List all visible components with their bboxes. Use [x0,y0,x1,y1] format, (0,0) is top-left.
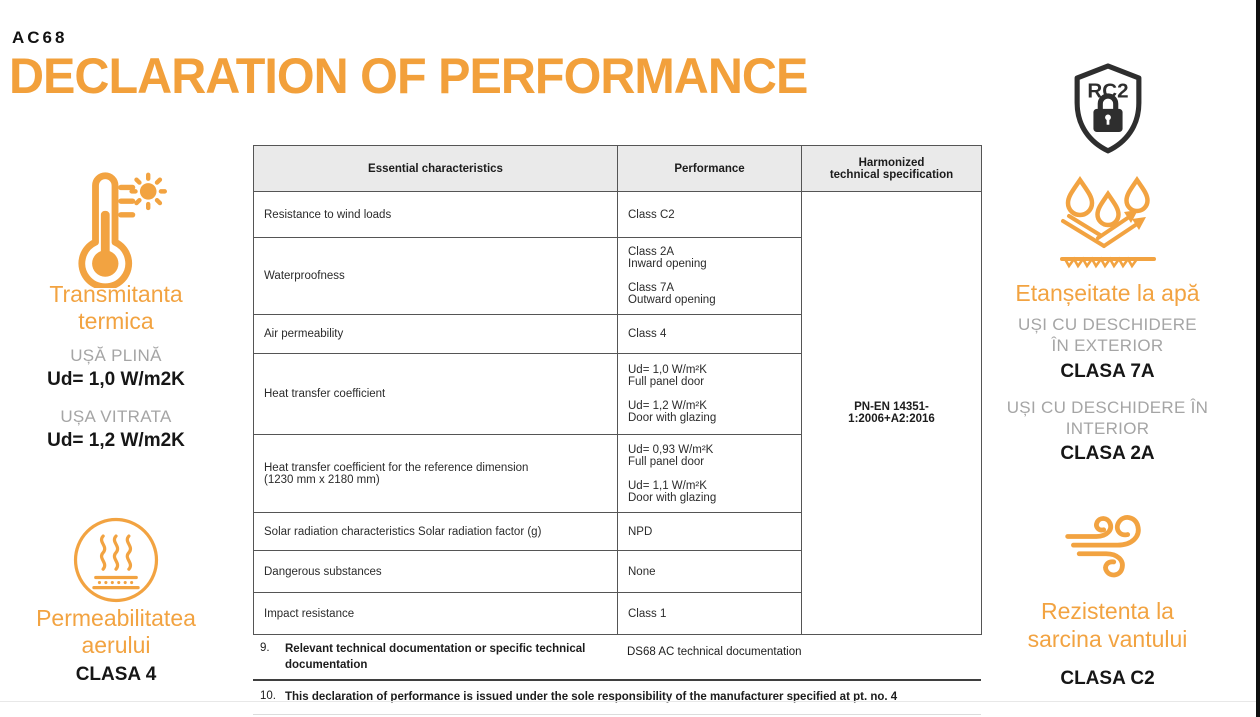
right-panel: RC2 [985,0,1230,717]
harmonized-spec-cell: PN-EN 14351-1:2006+A2:2016 [801,191,982,635]
performance-cell: Class 4 [617,314,802,354]
outward-opening-label: UȘI CU DESCHIDERE ÎN EXTERIOR [1018,315,1197,355]
performance-cell: Ud= 1,0 W/m²K Full panel door Ud= 1,2 W/… [617,353,802,435]
outward-opening-class: CLASA 7A [1060,361,1155,382]
left-panel: Transmitanta termica UȘĂ PLINĂ Ud= 1,0 W… [10,0,222,717]
right-edge-strip [1256,0,1260,717]
performance-cell: NPD [617,512,802,551]
air-permeability-class: CLASA 4 [75,664,157,685]
characteristic-cell: Resistance to wind loads [253,191,618,238]
characteristic-cell: Heat transfer coefficient for the refere… [253,434,618,513]
table-row: Solar radiation characteristics Solar ra… [253,512,982,551]
air-permeability-icon [10,514,222,606]
inward-opening-class: CLASA 2A [1060,443,1155,464]
performance-cell: Class 2A Inward opening Class 7A Outward… [617,237,802,315]
characteristic-cell: Impact resistance [253,592,618,635]
air-permeability-title: Permeabilitatea aerului [36,605,196,658]
glazed-door-value: Ud= 1,2 W/m2K [47,430,185,451]
note-value: DS68 AC technical documentation [627,646,802,658]
table-row: Air permeability Class 4 [253,314,982,354]
note-row-9: 9. Relevant technical documentation or s… [253,635,981,682]
product-code: AC68 [12,28,68,47]
performance-cell: Class C2 [617,191,802,238]
full-door-label: UȘĂ PLINĂ [70,346,162,365]
note-number: 9. [260,642,270,654]
water-drops-icon [985,172,1230,272]
water-tightness-title: Etanșeitate la apă [1015,280,1200,306]
wind-resistance-class: CLASA C2 [1060,668,1155,689]
wind-resistance-title: Rezistenta la sarcina vantului [1027,598,1188,652]
characteristic-cell: Air permeability [253,314,618,354]
note-text: This declaration of performance is issue… [285,691,898,704]
bottom-hairline [0,701,1256,702]
characteristic-cell: Dangerous substances [253,550,618,593]
col-header-harmonized-spec: Harmonized technical specification [801,145,982,192]
col-header-performance: Performance [617,145,802,192]
note-number: 10. [260,690,276,703]
rc2-label: RC2 [1087,80,1128,103]
table-row: Heat transfer coefficient for the refere… [253,434,982,513]
note-row-10: 10. This declaration of performance is i… [253,681,981,715]
page-title: DECLARATION OF PERFORMANCE [9,48,808,104]
performance-table: Essential characteristics Performance Ha… [253,145,982,635]
characteristic-cell: Waterproofness [253,237,618,315]
thermal-transmittance-title: Transmitanta termica [49,281,183,334]
characteristic-cell: Solar radiation characteristics Solar ra… [253,512,618,551]
performance-table-section: Essential characteristics Performance Ha… [253,145,982,715]
performance-cell: Ud= 0,93 W/m²K Full panel door Ud= 1,1 W… [617,434,802,513]
table-header-row: Essential characteristics Performance Ha… [253,145,982,192]
performance-cell: None [617,550,802,593]
full-door-value: Ud= 1,0 W/m2K [47,369,185,390]
table-row: Resistance to wind loads Class C2 PN-EN … [253,191,982,635]
table-row: Impact resistance Class 1 [253,592,982,635]
col-header-characteristics: Essential characteristics [253,145,618,192]
performance-cell: Class 1 [617,592,802,635]
rc2-shield-lock-icon: RC2 [985,60,1230,156]
inward-opening-label: UȘI CU DESCHIDERE ÎN INTERIOR [1006,398,1209,438]
note-text: Relevant technical documentation or spec… [285,643,586,671]
glazed-door-label: UȘA VITRATA [60,407,172,426]
table-row: Heat transfer coefficient Ud= 1,0 W/m²K … [253,353,982,435]
thermometer-sun-icon [10,166,222,288]
characteristic-cell: Heat transfer coefficient [253,353,618,435]
table-row: Dangerous substances None [253,550,982,593]
wind-swirl-icon [985,500,1230,596]
